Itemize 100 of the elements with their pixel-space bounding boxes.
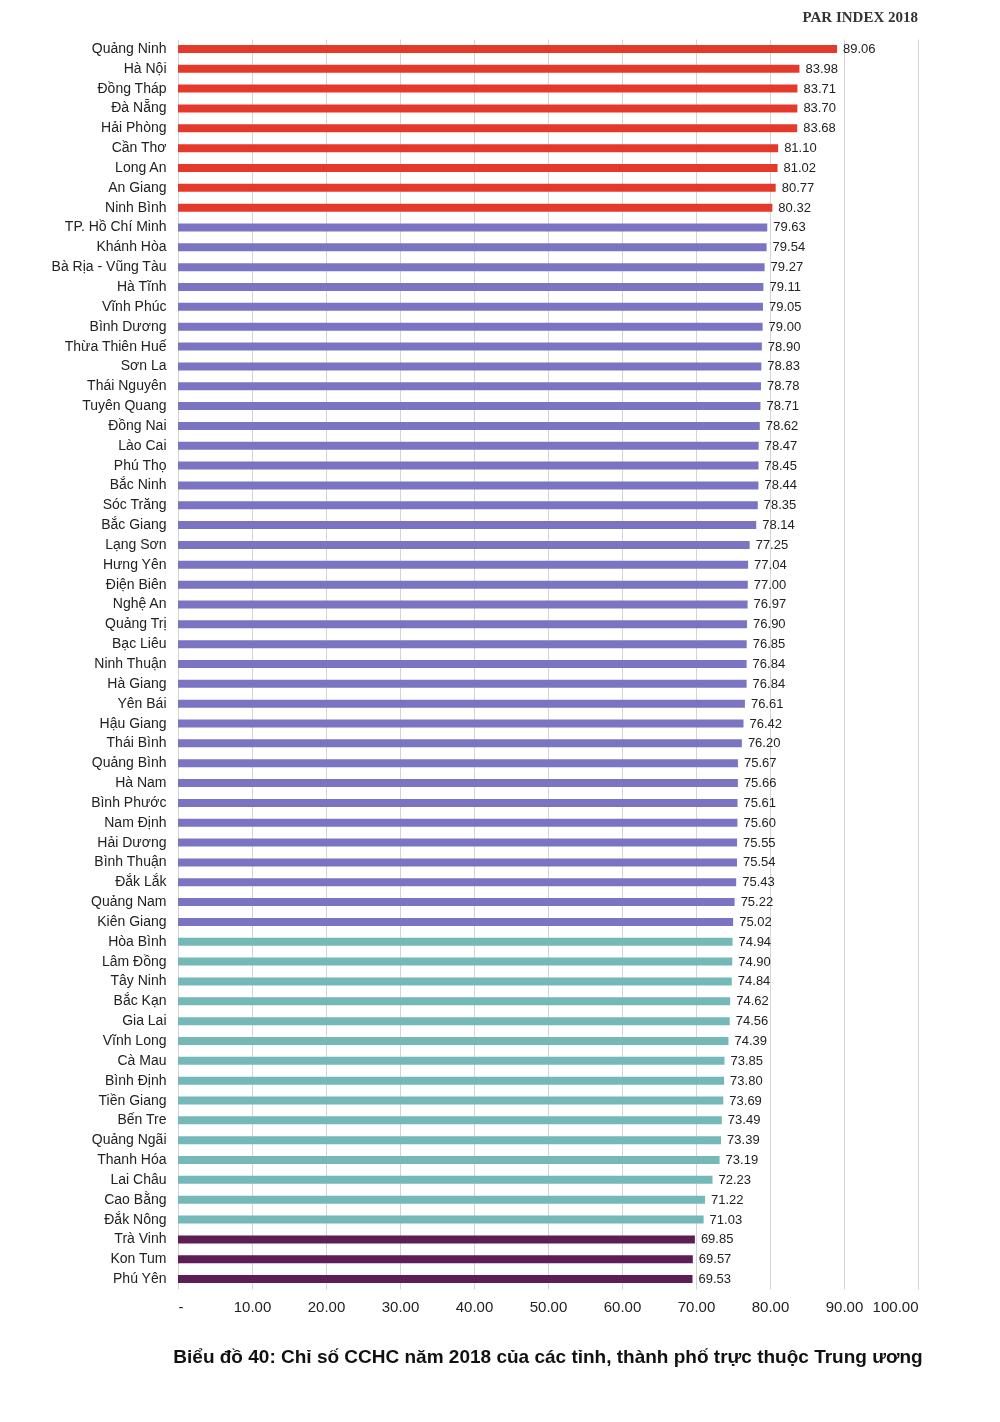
data-label: 80.77 (781, 179, 815, 195)
data-label: 74.39 (734, 1032, 768, 1048)
bar (178, 481, 759, 490)
bar (178, 1056, 725, 1065)
y-tick-label: Bến Tre (117, 1111, 167, 1128)
bar (178, 679, 747, 688)
bar (178, 163, 778, 172)
y-tick-label: Thái Bình (106, 734, 167, 751)
data-label: 78.83 (767, 358, 800, 374)
bar (178, 243, 767, 252)
data-label: 77.04 (754, 556, 787, 572)
bar (178, 540, 750, 549)
data-label: 80.32 (778, 199, 811, 215)
data-label: 76.97 (753, 596, 787, 612)
x-tick-label: 90.00 (825, 1297, 864, 1315)
bar (178, 719, 744, 728)
bar (178, 263, 765, 272)
data-label: 75.60 (743, 814, 776, 830)
y-tick-label: Cà Mau (117, 1051, 167, 1068)
text: Biểu đồ 40: Chỉ số CCHC năm 2018 của các tỉnh, thành phố trực thuộc Trung ương (173, 1346, 923, 1367)
bar (178, 620, 748, 629)
bar (178, 600, 748, 609)
bar (178, 759, 738, 768)
data-label: 74.90 (738, 953, 771, 969)
y-tick-label: Bình Phước (91, 793, 167, 810)
bar (178, 1017, 730, 1026)
bar (178, 1096, 724, 1105)
data-label: 76.85 (752, 636, 786, 652)
data-label: 77.25 (755, 536, 789, 552)
y-tick-label: Lai Châu (110, 1170, 167, 1187)
bar (178, 660, 747, 668)
data-label: 76.61 (750, 695, 784, 711)
bar (178, 838, 738, 847)
y-tick-label: Lâm Đồng (101, 952, 167, 969)
y-tick-label: An Giang (108, 178, 167, 195)
data-label: 74.62 (736, 993, 769, 1009)
data-label: 78.14 (762, 517, 795, 533)
x-tick-label: 100.00 (872, 1297, 919, 1315)
bar (178, 521, 757, 530)
bar (178, 382, 761, 391)
data-label: 76.42 (749, 715, 783, 731)
data-label: 78.78 (766, 378, 800, 394)
bar (178, 1235, 695, 1244)
data-label: 74.56 (735, 1013, 769, 1029)
y-tick-label: Tây Ninh (110, 972, 167, 989)
bar (178, 937, 733, 946)
y-tick-label: Thanh Hóa (97, 1151, 167, 1168)
bar (178, 1195, 706, 1204)
x-tick-label: - (178, 1297, 184, 1315)
data-label: 83.68 (803, 120, 836, 136)
y-tick-label: Hà Nam (115, 774, 167, 791)
data-label: 78.71 (766, 398, 799, 414)
bar (178, 957, 733, 966)
y-tick-label: Kiên Giang (97, 912, 167, 929)
x-tick-label: 30.00 (381, 1297, 420, 1315)
y-tick-label: Cần Thơ (111, 139, 167, 156)
y-tick-label: Phú Yên (113, 1270, 167, 1287)
data-label: 75.22 (740, 894, 774, 910)
y-tick-label: Vĩnh Long (102, 1031, 167, 1048)
x-tick-label: 60.00 (603, 1297, 642, 1315)
bar (178, 44, 838, 53)
bar (178, 1116, 722, 1125)
y-tick-label: Hải Dương (97, 833, 167, 850)
bar (178, 818, 738, 827)
data-label: 78.45 (764, 457, 798, 473)
bar (178, 640, 747, 649)
data-label: 76.84 (752, 656, 786, 671)
data-label: 72.23 (718, 1171, 752, 1187)
data-label: 69.53 (698, 1271, 732, 1287)
data-label: 83.98 (805, 60, 838, 76)
data-label: 89.06 (843, 40, 876, 56)
y-tick-label: Điện Biên (105, 575, 167, 592)
y-tick-label: Yên Bái (117, 694, 167, 711)
data-label: 75.66 (743, 775, 777, 791)
x-tick-label: 40.00 (455, 1297, 494, 1315)
y-tick-label: Bình Định (105, 1071, 167, 1088)
data-label: 76.90 (753, 616, 786, 632)
y-tick-label: Kon Tum (110, 1250, 167, 1267)
bar (178, 1255, 693, 1264)
bar (178, 560, 749, 569)
y-tick-label: Hưng Yên (102, 555, 167, 572)
y-tick-label: Hà Tĩnh (116, 278, 167, 295)
y-tick-label: Bắc Kạn (113, 992, 167, 1009)
y-tick-label: Sóc Trăng (102, 496, 167, 513)
y-tick-label: Bắc Giang (101, 516, 167, 533)
data-label: 73.69 (729, 1092, 762, 1108)
y-tick-label: Hòa Bình (108, 932, 167, 949)
data-label: 75.67 (743, 755, 777, 771)
bar (178, 421, 760, 430)
x-tick-label: 80.00 (751, 1297, 790, 1315)
y-tick-label: Đồng Nai (108, 416, 167, 433)
bar (178, 858, 737, 867)
bar (178, 104, 798, 113)
data-label: 78.44 (764, 477, 797, 493)
data-label: 79.63 (773, 219, 806, 235)
y-tick-label: Quảng Bình (91, 754, 167, 771)
y-tick-label: Bắc Ninh (109, 476, 167, 493)
data-label: 78.47 (764, 437, 798, 453)
bar (178, 362, 762, 371)
bar (178, 1036, 729, 1045)
